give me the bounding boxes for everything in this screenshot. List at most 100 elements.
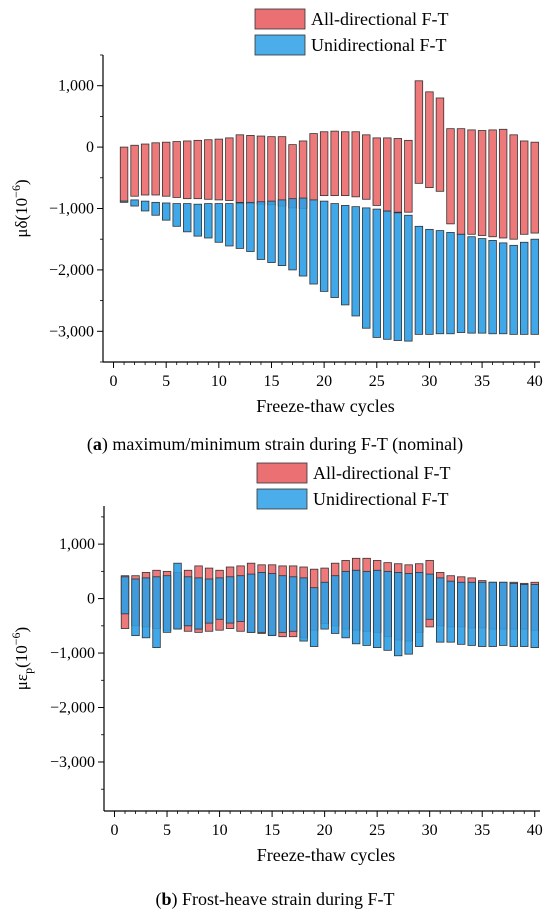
bar-a-s1-c7	[183, 203, 192, 233]
y-tick-label-a-0: 1,000	[58, 78, 94, 95]
legend-swatch-b-0	[256, 462, 308, 484]
bar-a-s0-c15	[267, 136, 276, 206]
bar-a-s1-c2	[130, 199, 139, 207]
bar-b-s1-c18	[299, 577, 308, 642]
bar-b-s1-c3	[141, 577, 151, 639]
caption-b-text: Frost-heave strain during F-T	[177, 889, 395, 909]
y-tick-label-b-2: −1,000	[50, 645, 95, 662]
caption-a-letter: a	[92, 434, 102, 454]
bar-a-s1-c3	[140, 200, 150, 212]
bar-a-s1-c31	[435, 230, 445, 335]
bar-b-s1-c34	[467, 581, 476, 646]
series-a-0	[119, 80, 539, 240]
bar-b-s1-c40	[530, 584, 539, 649]
bar-a-s0-c21	[330, 130, 339, 197]
bar-a-s1-c26	[383, 210, 392, 340]
legend-label-a-1: Unidirectional F-T	[311, 35, 446, 55]
bars-b	[120, 557, 539, 657]
bar-b-s1-c17	[288, 576, 298, 632]
bar-b-s1-c27	[393, 572, 403, 657]
bar-a-s1-c40	[530, 238, 539, 335]
bar-a-s0-c11	[225, 137, 234, 201]
legend-label-a-0: All-directional F-T	[311, 9, 448, 29]
bar-a-s0-c9	[204, 139, 213, 200]
y-tick-label-b-3: −2,000	[50, 700, 95, 717]
bar-b-s1-c7	[183, 576, 193, 627]
bar-a-s1-c30	[425, 228, 434, 335]
bar-a-s0-c36	[488, 129, 497, 238]
series-b-1	[120, 562, 539, 657]
bar-b-s1-c12	[236, 575, 245, 622]
x-tick-label-b-5: 5	[163, 822, 171, 839]
bar-a-s1-c33	[456, 233, 466, 333]
bar-a-s1-c20	[319, 200, 329, 292]
y-tick-label-b-4: −3,000	[50, 754, 95, 771]
x-tick-label-b-0: 0	[111, 822, 119, 839]
bar-b-s1-c37	[499, 581, 508, 646]
bar-b-s1-c33	[457, 581, 466, 645]
x-tick-label-b-35: 35	[474, 822, 490, 839]
bar-b-s1-c31	[436, 577, 445, 643]
y-axis-label-open-b: (10	[12, 645, 31, 668]
bar-a-s1-c36	[488, 240, 497, 335]
bar-b-s1-c35	[478, 581, 487, 647]
bar-a-s0-c33	[456, 128, 466, 235]
bar-a-s0-c31	[435, 97, 445, 192]
bar-a-s1-c8	[193, 203, 202, 237]
bar-a-s1-c18	[298, 197, 308, 277]
bar-a-s1-c9	[204, 203, 213, 239]
bar-a-s1-c24	[362, 207, 371, 329]
bar-b-s1-c9	[204, 578, 214, 624]
bar-a-s1-c19	[309, 199, 318, 285]
bar-a-s1-c34	[467, 236, 476, 334]
bar-a-s0-c16	[277, 136, 287, 207]
y-axis-label-sub-b: p	[21, 668, 35, 674]
bar-a-s0-c7	[183, 140, 192, 200]
bar-a-s0-c25	[372, 137, 381, 206]
bar-a-s0-c27	[393, 138, 403, 213]
bar-b-s1-c11	[225, 576, 235, 624]
bar-a-s1-c21	[330, 203, 339, 298]
bar-a-s0-c10	[214, 138, 224, 201]
bar-a-s1-c27	[393, 212, 403, 341]
x-tick-label-a-35: 35	[474, 373, 490, 390]
y-axis-label-main-b: με	[12, 674, 31, 690]
bar-b-s1-c16	[278, 575, 287, 633]
x-axis-label-b: Freeze-thaw cycles	[257, 845, 395, 865]
bar-b-s1-c29	[414, 572, 424, 647]
y-axis-label-exp-b: −6	[9, 632, 23, 645]
legend-swatch-a-1	[254, 34, 306, 56]
bar-a-s0-c19	[309, 133, 318, 201]
bar-b-s1-c21	[330, 575, 340, 634]
x-tick-label-a-10: 10	[211, 373, 227, 390]
bar-a-s0-c2	[130, 144, 139, 197]
legend-b: All-directional F-T Unidirectional F-T	[256, 462, 450, 510]
chart-b: 0 5 10 15 20 25 30 35 40 1,000 0 −1,000 −2,000 −3,000…	[9, 462, 543, 865]
bar-b-s1-c10	[215, 577, 224, 620]
legend-label-b-0: All-directional F-T	[313, 463, 450, 483]
bar-b-s1-c8	[194, 577, 203, 630]
bar-a-s1-c28	[404, 214, 413, 342]
bar-b-s1-c1	[120, 576, 130, 615]
x-tick-label-a-25: 25	[369, 373, 385, 390]
bar-b-s1-c19	[309, 587, 319, 647]
y-axis-label-close-b: )	[12, 627, 31, 633]
bar-b-s1-c28	[404, 573, 413, 655]
bar-b-s1-c13	[246, 573, 256, 633]
bar-a-s1-c16	[277, 199, 287, 266]
bar-b-s1-c5	[162, 575, 172, 633]
bar-a-s1-c35	[477, 238, 487, 334]
caption-b-letter: b	[161, 889, 172, 909]
x-tick-label-a-20: 20	[316, 373, 332, 390]
bar-a-s0-c20	[319, 131, 329, 197]
legend-label-b-1: Unidirectional F-T	[313, 489, 448, 509]
bar-a-s0-c35	[477, 130, 487, 236]
bar-b-s1-c32	[446, 580, 455, 643]
bar-a-s1-c11	[225, 203, 234, 247]
bar-a-s1-c29	[414, 225, 424, 335]
bar-a-s1-c4	[151, 201, 160, 216]
bar-a-s1-c38	[509, 244, 518, 335]
x-tick-label-b-25: 25	[369, 822, 385, 839]
bar-a-s1-c12	[235, 202, 245, 249]
